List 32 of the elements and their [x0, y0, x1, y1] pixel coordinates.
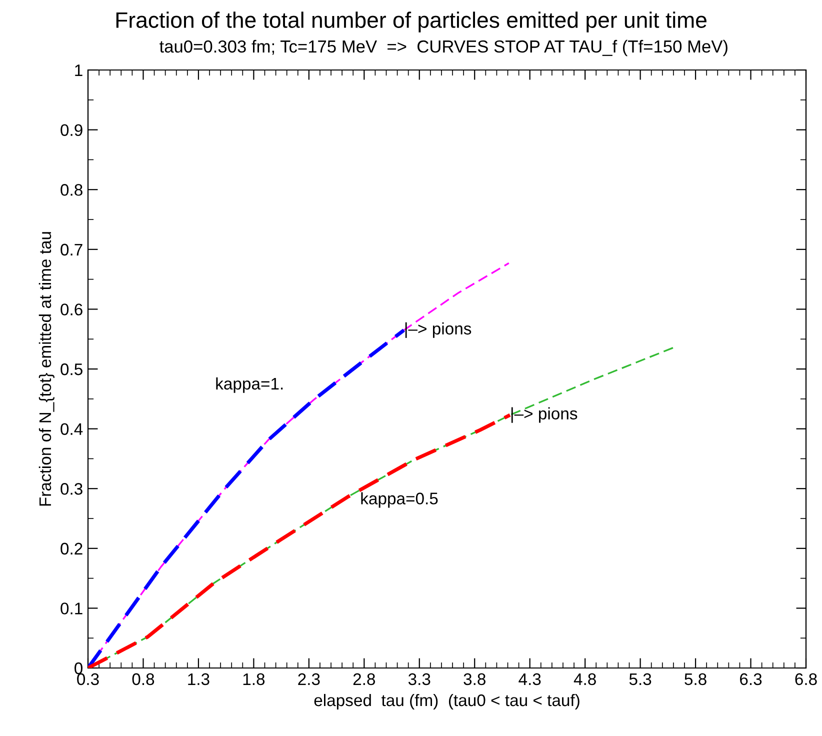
x-tick-label: 5.3 — [629, 673, 652, 686]
y-tick-label: 0.1 — [60, 602, 82, 614]
x-tick-label: 3.3 — [408, 673, 430, 686]
x-axis-title: elapsed tau (fm) (tau0 < tau < tauf) — [314, 694, 580, 710]
y-tick-label: 0.4 — [60, 423, 83, 436]
y-tick-label: 0.8 — [60, 184, 82, 196]
x-tick-label: 5.8 — [684, 673, 706, 686]
y-tick-label: 1 — [75, 64, 82, 76]
x-tick-label: 1.3 — [188, 673, 210, 686]
x-tick-label: 1.8 — [243, 673, 265, 686]
y-tick-label: 0.2 — [60, 542, 82, 555]
x-tick-label: 0.8 — [132, 673, 154, 686]
x-tick-label: 4.3 — [518, 673, 541, 686]
y-tick-label: 0.5 — [60, 363, 82, 376]
y-tick-label: 0.7 — [60, 244, 82, 256]
y-tick-label: 0 — [74, 662, 82, 674]
y-tick-label: 0.6 — [60, 304, 82, 316]
x-tick-label: 6.8 — [795, 673, 817, 686]
x-tick-label: 2.8 — [353, 673, 376, 686]
annotation: kappa=0.5 — [361, 492, 438, 508]
x-tick-label: 6.3 — [740, 673, 762, 686]
x-tick-label: 3.8 — [464, 673, 486, 686]
annotation: |–> pions — [511, 407, 578, 423]
chart-subtitle: tau0=0.303 fm; Tc=175 MeV => CURVES STOP AT TAU_f (Tf=150 MeV) — [160, 40, 728, 56]
y-tick-label: 0.9 — [60, 124, 82, 136]
annotation: |–> pions — [405, 322, 472, 338]
annotation: kappa=1. — [216, 377, 283, 393]
chart-title: Fraction of the total number of particles emitted per unit time — [116, 12, 706, 32]
x-tick-label: 2.3 — [298, 673, 320, 686]
y-tick-label: 0.3 — [60, 483, 82, 495]
y-axis-title: Fraction of N_{tot} emitted at time tau — [38, 232, 54, 506]
x-tick-label: 4.8 — [574, 673, 596, 686]
